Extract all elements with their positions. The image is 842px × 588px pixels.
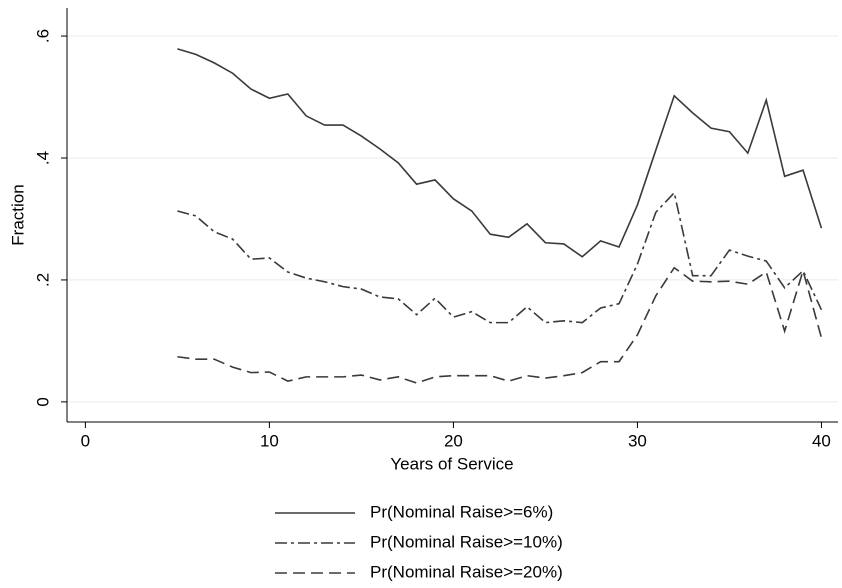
series-line (177, 266, 823, 384)
legend-label: Pr(Nominal Raise>=10%) (370, 532, 563, 551)
legend-label: Pr(Nominal Raise>=6%) (370, 502, 553, 521)
series-line (177, 191, 823, 324)
y-tick-label: .2 (33, 273, 52, 287)
y-tick-label: .4 (33, 151, 52, 165)
x-tick-label: 20 (444, 431, 463, 450)
x-tick-label: 10 (260, 431, 279, 450)
x-tick-label: 30 (628, 431, 647, 450)
legend-label: Pr(Nominal Raise>=20%) (370, 562, 563, 581)
x-tick-label: 40 (812, 431, 831, 450)
series-line (177, 48, 823, 258)
x-tick-label: 0 (81, 431, 90, 450)
y-tick-label: 0 (33, 397, 52, 406)
y-tick-label: .6 (33, 29, 52, 43)
x-axis-label: Years of Service (390, 454, 513, 473)
y-axis-label: Fraction (8, 184, 27, 245)
